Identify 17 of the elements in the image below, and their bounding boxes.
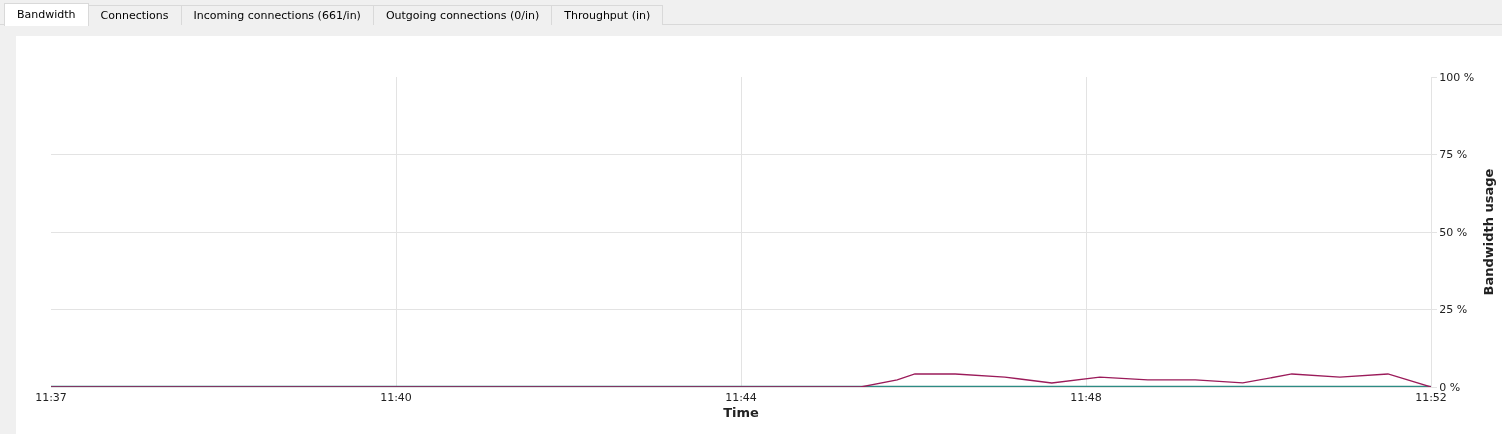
y-tick-label: 100 % <box>1439 70 1475 84</box>
x-tick-label: 11:44 <box>725 391 757 405</box>
x-tick-label: 11:40 <box>380 391 412 405</box>
y-tick-label: 75 % <box>1439 148 1468 162</box>
tab: Connections <box>87 5 182 25</box>
y-tick-label: 0 % <box>1439 380 1461 394</box>
x-tick-label: 11:52 <box>1415 391 1447 405</box>
y-tick-label: 25 % <box>1439 303 1468 317</box>
x-tick-label: 11:37 <box>35 391 67 405</box>
tab: Outgoing connections (0/in) <box>372 5 553 25</box>
tab: Bandwidth <box>4 3 89 26</box>
y-tick-label: 50 % <box>1439 225 1468 239</box>
x-tick-label: 11:48 <box>1070 391 1102 405</box>
tab: Throughput (in) <box>551 5 664 25</box>
y-axis-title: Bandwidth usage <box>1480 168 1496 296</box>
x-axis-title: Time <box>723 404 760 420</box>
tab: Incoming connections (661/in) <box>180 5 374 25</box>
